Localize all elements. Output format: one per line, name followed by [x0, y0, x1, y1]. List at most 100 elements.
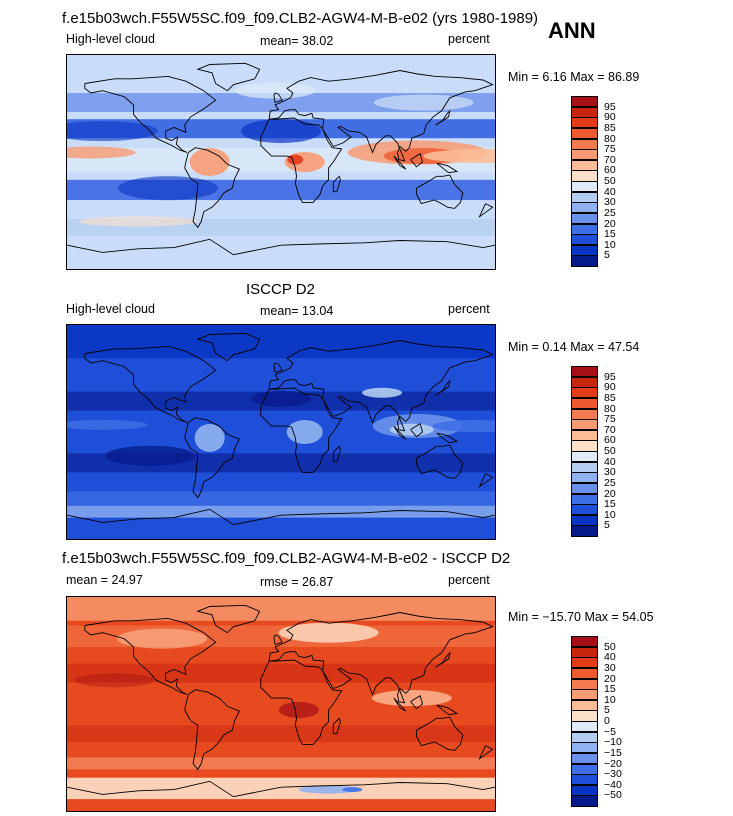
colorbar-tick-label: 85	[604, 391, 616, 404]
coastline	[273, 362, 283, 374]
colorbar-tick-label: 5	[604, 704, 610, 717]
contour-band	[67, 725, 495, 743]
colorbar-swatch	[571, 440, 598, 452]
colorbar-tick-label: 60	[604, 434, 616, 447]
colorbar-tick-label: 50	[604, 640, 616, 653]
contour-region	[373, 94, 474, 111]
colorbar-swatch	[571, 731, 598, 743]
panel-diff-rmse: rmse = 26.87	[260, 575, 334, 589]
colorbar-swatch	[571, 774, 598, 786]
coastline	[196, 604, 261, 634]
map-canvas	[67, 55, 495, 269]
panel-diff-title: f.e15b03wch.F55W5SC.f09_f09.CLB2-AGW4-M-…	[62, 550, 511, 567]
colorbar-swatch	[571, 117, 598, 129]
contour-region	[278, 701, 319, 718]
colorbar-swatch	[571, 482, 598, 494]
coastline	[67, 238, 495, 256]
colorbar-tick-label: 20	[604, 217, 616, 230]
map-canvas	[67, 325, 495, 539]
colorbar-tick-label: 85	[604, 121, 616, 134]
colorbar-tick-label: 90	[604, 381, 616, 394]
contour-band	[67, 325, 495, 359]
colorbar-obs: 95 90 85 80 75 70 60 50 40 30 25 20 15 10 5	[571, 366, 641, 537]
colorbar-tick-label: 70	[604, 153, 616, 166]
coastline	[260, 387, 343, 473]
coastline	[332, 445, 341, 463]
colorbar-swatch	[571, 96, 598, 108]
coastline	[268, 612, 494, 704]
coastline	[273, 92, 283, 104]
colorbar-tick-label: 80	[604, 402, 616, 415]
colorbar-swatch	[571, 408, 598, 420]
coastline	[268, 340, 494, 432]
colorbar-swatch	[571, 397, 598, 409]
panel-obs-left-label: High-level cloud	[66, 302, 155, 316]
contour-region	[371, 690, 452, 707]
colorbar-swatch	[571, 106, 598, 118]
contour-band	[67, 597, 495, 621]
coastline	[416, 716, 464, 751]
map-obs	[66, 324, 496, 540]
contour-region	[432, 420, 495, 433]
panel-diff-minmax: Min = −15.70 Max = 54.05	[508, 610, 654, 624]
panel-obs-units: percent	[448, 302, 490, 316]
colorbar-tick-label: 70	[604, 423, 616, 436]
colorbar-swatch	[571, 721, 598, 733]
colorbar-tick-label: 15	[604, 498, 616, 511]
map-diff	[66, 596, 496, 812]
coastline	[416, 174, 464, 209]
coastline	[84, 345, 217, 423]
coastline	[196, 62, 261, 92]
colorbar-tick-label: 10	[604, 693, 616, 706]
colorbar-swatch	[571, 376, 598, 388]
colorbar-swatch	[571, 387, 598, 399]
coastline	[410, 423, 424, 438]
coastline	[184, 689, 241, 771]
colorbar-tick-label: 0	[604, 715, 610, 727]
colorbar-swatch	[571, 191, 598, 203]
coastline	[435, 379, 451, 396]
contour-region	[362, 387, 403, 398]
colorbar-swatch	[571, 472, 598, 484]
colorbar-swatch	[571, 710, 598, 722]
coastline	[268, 70, 494, 162]
contour-region	[117, 628, 208, 649]
contour-region	[251, 390, 311, 407]
contour-region	[423, 149, 495, 164]
coastline	[273, 634, 283, 646]
season-label: ANN	[548, 18, 596, 43]
colorbar-tick-label: −15	[604, 746, 622, 759]
coastline	[436, 162, 459, 174]
coastline	[260, 659, 343, 745]
colorbar-swatch	[571, 667, 598, 679]
colorbar-swatch	[571, 181, 598, 193]
panel-model-mean: mean= 38.02	[260, 34, 334, 48]
colorbar-tick-label: 30	[604, 661, 616, 674]
coastline	[435, 651, 451, 668]
colorbar-swatch	[571, 795, 598, 807]
colorbar-tick-label: −10	[604, 736, 622, 749]
contour-region	[189, 148, 230, 176]
colorbar-tick-label: 50	[604, 175, 616, 187]
colorbar-tick-label: −30	[604, 768, 622, 781]
contour-region	[194, 423, 225, 452]
panel-diff-mean: mean = 24.97	[66, 573, 143, 587]
coastline	[184, 417, 241, 499]
colorbar-swatch	[571, 223, 598, 235]
coastline	[410, 153, 424, 168]
colorbar-tick-label: 15	[604, 683, 616, 696]
colorbar-tick-label: 75	[604, 413, 616, 426]
colorbar-tick-label: 25	[604, 476, 616, 489]
panel-model-minmax: Min = 6.16 Max = 86.89	[508, 70, 640, 84]
contour-region	[67, 419, 148, 430]
contour-band	[67, 505, 495, 518]
coastline	[67, 508, 495, 526]
contour-region	[342, 787, 363, 793]
colorbar-tick-label: 40	[604, 455, 616, 468]
coastline	[84, 617, 217, 695]
panel-obs-mean: mean= 13.04	[260, 304, 334, 318]
contour-region	[78, 216, 199, 227]
contour-band	[67, 777, 495, 800]
contour-region	[235, 82, 316, 99]
colorbar-tick-label: −50	[604, 789, 622, 802]
